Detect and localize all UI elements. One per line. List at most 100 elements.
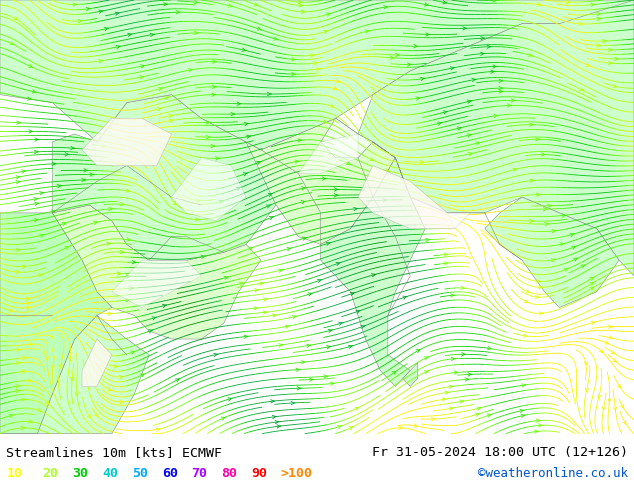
FancyArrowPatch shape	[127, 33, 132, 36]
FancyArrowPatch shape	[511, 99, 515, 102]
FancyArrowPatch shape	[126, 275, 131, 278]
FancyArrowPatch shape	[102, 145, 107, 147]
FancyArrowPatch shape	[334, 194, 339, 197]
FancyArrowPatch shape	[552, 229, 556, 233]
FancyArrowPatch shape	[336, 79, 340, 82]
Polygon shape	[358, 166, 470, 229]
FancyArrowPatch shape	[194, 31, 198, 35]
FancyArrowPatch shape	[408, 63, 411, 66]
FancyArrowPatch shape	[535, 295, 540, 299]
FancyArrowPatch shape	[52, 162, 56, 166]
FancyArrowPatch shape	[597, 17, 601, 21]
FancyArrowPatch shape	[263, 298, 268, 301]
FancyArrowPatch shape	[78, 20, 82, 23]
FancyArrowPatch shape	[330, 382, 335, 385]
FancyArrowPatch shape	[468, 373, 472, 376]
FancyArrowPatch shape	[463, 26, 467, 30]
FancyArrowPatch shape	[309, 378, 314, 381]
FancyArrowPatch shape	[597, 44, 600, 47]
FancyArrowPatch shape	[524, 300, 529, 303]
FancyArrowPatch shape	[617, 384, 621, 388]
FancyArrowPatch shape	[99, 10, 103, 13]
FancyArrowPatch shape	[119, 375, 124, 379]
FancyArrowPatch shape	[279, 269, 283, 272]
FancyArrowPatch shape	[249, 247, 254, 250]
Text: 10: 10	[6, 467, 22, 480]
FancyArrowPatch shape	[551, 259, 555, 262]
FancyArrowPatch shape	[611, 351, 615, 354]
FancyArrowPatch shape	[39, 192, 44, 195]
FancyArrowPatch shape	[529, 220, 534, 222]
FancyArrowPatch shape	[285, 325, 290, 328]
FancyArrowPatch shape	[212, 93, 216, 97]
FancyArrowPatch shape	[16, 362, 20, 365]
FancyArrowPatch shape	[236, 187, 241, 191]
FancyArrowPatch shape	[476, 413, 480, 416]
FancyArrowPatch shape	[70, 147, 75, 149]
FancyArrowPatch shape	[493, 65, 497, 68]
FancyArrowPatch shape	[152, 317, 157, 320]
FancyArrowPatch shape	[536, 138, 540, 141]
Text: 60: 60	[162, 467, 178, 480]
FancyArrowPatch shape	[603, 39, 607, 43]
FancyArrowPatch shape	[29, 130, 33, 133]
FancyArrowPatch shape	[172, 201, 176, 205]
FancyArrowPatch shape	[299, 4, 303, 7]
Polygon shape	[0, 0, 634, 150]
FancyArrowPatch shape	[545, 222, 549, 226]
FancyArrowPatch shape	[526, 290, 531, 293]
FancyArrowPatch shape	[279, 343, 283, 347]
FancyArrowPatch shape	[29, 343, 33, 346]
FancyArrowPatch shape	[591, 3, 595, 6]
FancyArrowPatch shape	[69, 358, 72, 361]
FancyArrowPatch shape	[602, 407, 605, 410]
FancyArrowPatch shape	[162, 304, 167, 308]
FancyArrowPatch shape	[540, 312, 543, 315]
FancyArrowPatch shape	[328, 329, 332, 333]
FancyArrowPatch shape	[443, 111, 448, 114]
FancyArrowPatch shape	[488, 346, 492, 350]
FancyArrowPatch shape	[385, 169, 390, 172]
FancyArrowPatch shape	[231, 112, 235, 116]
FancyArrowPatch shape	[298, 139, 302, 142]
FancyArrowPatch shape	[94, 221, 98, 224]
FancyArrowPatch shape	[212, 85, 216, 88]
FancyArrowPatch shape	[228, 4, 233, 7]
FancyArrowPatch shape	[334, 188, 339, 191]
FancyArrowPatch shape	[127, 238, 131, 241]
FancyArrowPatch shape	[414, 424, 418, 427]
FancyArrowPatch shape	[562, 214, 566, 217]
FancyArrowPatch shape	[426, 33, 430, 36]
FancyArrowPatch shape	[116, 46, 120, 49]
FancyArrowPatch shape	[323, 120, 328, 123]
FancyArrowPatch shape	[507, 104, 512, 107]
FancyArrowPatch shape	[120, 250, 124, 253]
FancyArrowPatch shape	[472, 78, 476, 82]
FancyArrowPatch shape	[22, 370, 26, 373]
FancyArrowPatch shape	[354, 207, 358, 211]
FancyArrowPatch shape	[481, 52, 484, 55]
FancyArrowPatch shape	[536, 193, 541, 196]
FancyArrowPatch shape	[268, 193, 273, 196]
FancyArrowPatch shape	[297, 387, 301, 390]
FancyArrowPatch shape	[424, 357, 429, 360]
FancyArrowPatch shape	[443, 0, 447, 4]
FancyArrowPatch shape	[461, 286, 465, 290]
FancyArrowPatch shape	[107, 242, 111, 245]
FancyArrowPatch shape	[169, 114, 173, 118]
FancyArrowPatch shape	[87, 414, 91, 418]
FancyArrowPatch shape	[292, 316, 297, 318]
FancyArrowPatch shape	[245, 122, 249, 125]
FancyArrowPatch shape	[451, 357, 455, 361]
FancyArrowPatch shape	[219, 200, 223, 203]
FancyArrowPatch shape	[609, 325, 612, 328]
FancyArrowPatch shape	[16, 270, 20, 274]
FancyArrowPatch shape	[34, 219, 39, 222]
FancyArrowPatch shape	[271, 400, 275, 403]
FancyArrowPatch shape	[188, 69, 193, 72]
FancyArrowPatch shape	[612, 359, 616, 362]
FancyArrowPatch shape	[108, 388, 112, 391]
FancyArrowPatch shape	[34, 197, 38, 201]
FancyArrowPatch shape	[564, 268, 569, 271]
FancyArrowPatch shape	[523, 334, 527, 337]
